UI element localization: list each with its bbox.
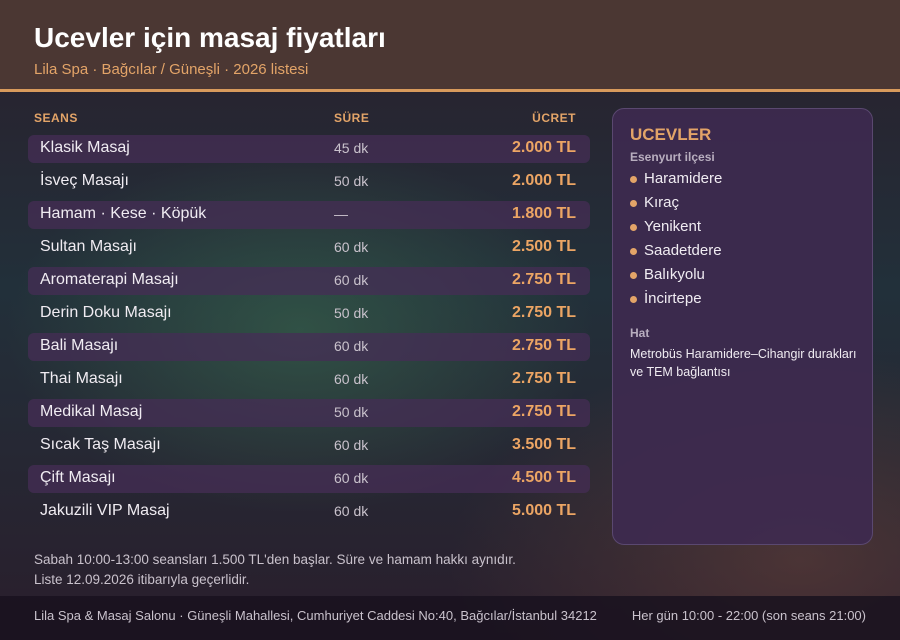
session-name: Klasik Masaj	[40, 139, 130, 156]
neighborhood: Saadetdere	[644, 242, 722, 259]
session-name: Hamam · Kese · Köpük	[40, 205, 207, 222]
title: Ucevler için masaj fiyatları	[34, 22, 386, 53]
row-background	[28, 201, 590, 229]
session-name: Medikal Masaj	[40, 403, 143, 420]
session-name: Sıcak Taş Masajı	[40, 436, 161, 453]
price: 2.750 TL	[511, 337, 576, 354]
sidebar	[612, 108, 873, 545]
duration: 60 dk	[334, 503, 369, 519]
bullet	[630, 224, 637, 231]
neighborhood: Yenikent	[644, 218, 701, 235]
duration: 60 dk	[334, 272, 369, 288]
bullet	[630, 296, 637, 303]
line-text: Metrobüs Haramidere–Cihangir durakları v…	[630, 347, 857, 379]
session-name: Sultan Masajı	[40, 238, 137, 255]
session-name: Thai Masajı	[40, 370, 123, 387]
note: Sabah 10:00-13:00 seansları 1.500 TL'den…	[34, 552, 516, 567]
duration: 50 dk	[334, 305, 369, 321]
bullet	[630, 200, 637, 207]
footer-address: Lila Spa & Masaj Salonu · Güneşli Mahall…	[34, 608, 597, 623]
column-header: ÜCRET	[532, 111, 576, 125]
duration: —	[334, 206, 348, 222]
subtitle: Lila Spa · Bağcılar / Güneşli · 2026 lis…	[34, 61, 309, 78]
price: 2.500 TL	[511, 238, 576, 255]
column-header: SÜRE	[334, 111, 370, 125]
duration: 50 dk	[334, 173, 369, 189]
price: 2.750 TL	[511, 271, 576, 288]
duration: 45 dk	[334, 140, 369, 156]
price: 2.000 TL	[511, 172, 576, 189]
price: 5.000 TL	[511, 502, 576, 519]
session-name: İsveç Masajı	[40, 172, 129, 189]
session-name: Derin Doku Masajı	[40, 304, 172, 321]
row-background	[28, 465, 590, 493]
row-background	[28, 399, 590, 427]
row-background	[28, 135, 590, 163]
session-name: Aromaterapi Masajı	[40, 271, 179, 288]
neighborhood: Kıraç	[644, 194, 680, 211]
duration: 50 dk	[334, 404, 369, 420]
column-header: SEANS	[34, 111, 78, 125]
price: 2.750 TL	[511, 370, 576, 387]
duration: 60 dk	[334, 338, 369, 354]
row-background	[28, 267, 590, 295]
duration: 60 dk	[334, 371, 369, 387]
price: 2.000 TL	[511, 139, 576, 156]
session-name: Jakuzili VIP Masaj	[40, 502, 170, 519]
duration: 60 dk	[334, 470, 369, 486]
sidebar-subtitle: Esenyurt ilçesi	[630, 150, 715, 164]
bullet	[630, 176, 637, 183]
note: Liste 12.09.2026 itibarıyla geçerlidir.	[34, 572, 250, 587]
footer	[0, 596, 900, 640]
bullet	[630, 248, 637, 255]
line-label: Hat	[630, 326, 650, 340]
session-name: Bali Masajı	[40, 337, 119, 354]
price: 2.750 TL	[511, 304, 576, 321]
bullet	[630, 272, 637, 279]
price: 3.500 TL	[511, 436, 576, 453]
neighborhood: Haramidere	[644, 170, 723, 187]
sidebar-title: UCEVLER	[630, 125, 712, 144]
duration: 60 dk	[334, 437, 369, 453]
header	[0, 0, 900, 92]
duration: 60 dk	[334, 239, 369, 255]
neighborhood: İncirtepe	[644, 290, 702, 307]
neighborhood: Balıkyolu	[644, 266, 705, 283]
price: 2.750 TL	[511, 403, 576, 420]
price: 4.500 TL	[511, 469, 576, 486]
price: 1.800 TL	[511, 205, 576, 222]
row-background	[28, 333, 590, 361]
session-name: Çift Masajı	[40, 469, 116, 486]
footer-hours: Her gün 10:00 - 22:00 (son seans 21:00)	[631, 608, 866, 623]
